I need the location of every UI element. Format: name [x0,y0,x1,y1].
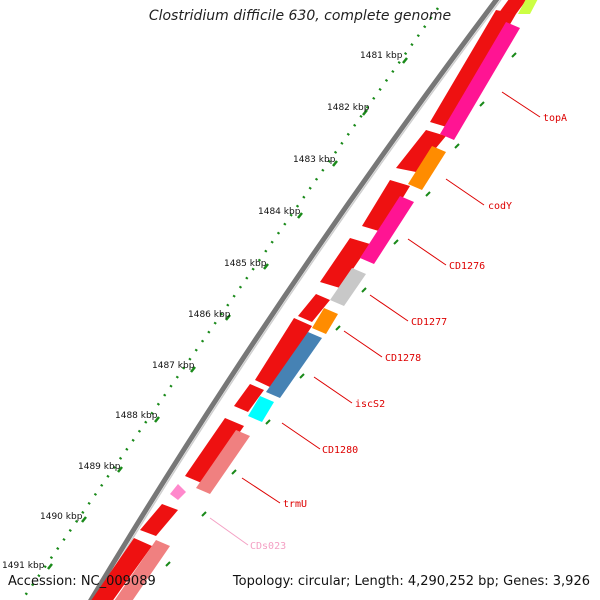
kbp-tick [402,57,408,64]
inner-tick [265,419,271,425]
leader-trmU [241,477,281,504]
inner-ticks [165,52,517,567]
leader-topA [501,91,541,118]
kbp-label: 1481 kbp [360,51,403,61]
kbp-tick [81,516,87,523]
kbp-label: 1488 kbp [115,411,158,421]
inner-tick [511,52,517,58]
cds-forward-5[interactable] [320,238,370,288]
kbp-major-ticks [47,57,408,570]
gene-label-CD1277[interactable]: CD1277 [411,317,447,328]
kbp-tick [362,109,368,116]
kbp-scale-dots [20,7,440,600]
inner-tick [231,469,237,475]
kbp-labels: 1481 kbp 1482 kbp 1483 kbp 1484 kbp 1485… [2,51,403,571]
inner-tick [479,101,485,107]
kbp-label: 1487 kbp [152,361,195,371]
gene-label-iscS2[interactable]: iscS2 [355,399,385,410]
gene-label-topA[interactable]: topA [543,113,567,124]
leader-iscS2 [313,376,353,404]
leader-CD1276 [407,238,447,266]
leader-CD1280 [281,422,321,450]
cds-ring-forward [88,0,530,600]
cds-forward-10[interactable] [140,504,178,536]
gene-label-trmU[interactable]: trmU [283,499,307,510]
cds-forward-4[interactable] [362,180,410,232]
map-title: Clostridium difficile 630, complete geno… [148,8,452,24]
kbp-tick [263,263,269,270]
cds-forward-12[interactable] [170,484,186,500]
cds-forward-6[interactable] [298,294,330,322]
accession-text: Accession: NC_009089 [8,574,156,589]
cds-forward-9[interactable] [185,418,244,484]
inner-tick [425,191,431,197]
gene-label-CD1280[interactable]: CD1280 [322,445,358,456]
inner-tick [454,143,460,149]
genome-backbone [88,0,500,600]
cds-band-10[interactable] [112,540,170,600]
kbp-tick [225,314,231,321]
cds-band-8[interactable] [248,396,274,422]
inner-tick [361,287,367,293]
leader-CD1278 [343,330,383,358]
genome-summary-text: Topology: circular; Length: 4,290,252 bp… [232,574,590,589]
gene-leaders [209,91,541,546]
kbp-label: 1482 kbp [327,103,370,113]
gene-labels: topA codY CD1276 CD1277 CD1278 iscS2 CD1… [250,113,567,552]
kbp-tick [154,416,160,423]
kbp-label: 1490 kbp [40,512,83,522]
cds-band-7[interactable] [266,332,322,398]
leader-CD1277 [369,294,409,322]
kbp-label: 1491 kbp [2,561,45,571]
cds-forward-3[interactable] [396,130,446,172]
inner-tick [393,239,399,245]
cds-forward-11[interactable] [88,538,152,600]
gene-label-CD1276[interactable]: CD1276 [449,261,485,272]
cds-forward-1[interactable] [498,0,530,14]
cds-ring-reverse [112,0,540,600]
leader-CDs023 [209,517,249,546]
inner-tick [335,325,341,331]
cds-band-3[interactable] [408,146,446,190]
cds-band-2[interactable] [440,22,520,140]
inner-tick [165,561,171,567]
cds-band-6[interactable] [312,308,338,334]
gene-label-CDs023[interactable]: CDs023 [250,541,286,552]
cds-band-1[interactable] [518,0,540,14]
kbp-label: 1485 kbp [224,259,267,269]
kbp-label: 1486 kbp [188,310,231,320]
gene-label-CD1278[interactable]: CD1278 [385,353,421,364]
cds-band-4[interactable] [360,196,414,264]
kbp-tick [332,160,338,167]
kbp-tick [47,563,53,570]
kbp-tick [190,366,196,373]
kbp-label: 1483 kbp [293,155,336,165]
inner-tick [299,373,305,379]
kbp-tick [297,212,303,219]
cds-forward-8[interactable] [234,384,264,412]
cds-forward-7[interactable] [255,318,312,388]
leader-codY [445,178,485,206]
kbp-label: 1484 kbp [258,207,301,217]
cds-forward-2[interactable] [430,10,516,128]
kbp-tick [117,466,123,473]
cds-band-9[interactable] [196,430,250,494]
genome-backbone-highlight [94,0,502,600]
cds-band-5[interactable] [330,268,366,306]
gene-label-codY[interactable]: codY [488,201,512,212]
inner-tick [201,511,207,517]
kbp-label: 1489 kbp [78,462,121,472]
